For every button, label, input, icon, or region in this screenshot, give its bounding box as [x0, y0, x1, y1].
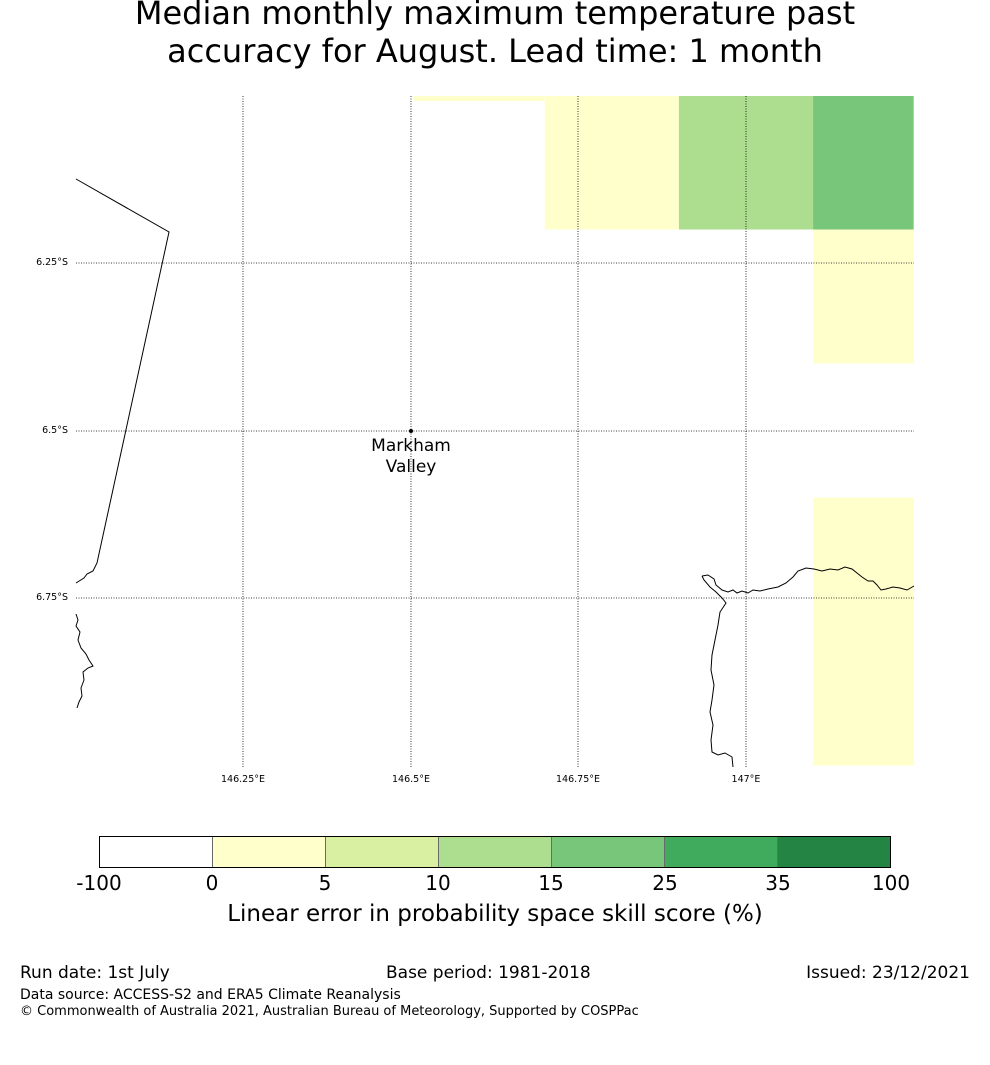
colorbar-tick: 0 [205, 871, 219, 895]
skill-cell [414, 96, 545, 101]
lat-label-6.5: 6.5°S [42, 425, 68, 436]
lon-label-147: 147°E [731, 774, 761, 785]
colorbar-segment [213, 837, 326, 867]
coastlines [75, 178, 915, 768]
lat-label-6.75: 6.75°S [36, 592, 68, 603]
colorbar-segment [778, 837, 890, 867]
colorbar-tick: 5 [318, 871, 332, 895]
colorbar-tick: 25 [652, 871, 678, 895]
run-date: Run date: 1st July [20, 963, 170, 983]
skill-cell [813, 96, 914, 230]
lon-label-146.75: 146.75°E [556, 774, 600, 785]
skill-cell [813, 229, 914, 364]
skill-cell [813, 497, 914, 766]
colorbar-tick: 35 [765, 871, 791, 895]
base-period: Base period: 1981-2018 [386, 963, 591, 983]
lon-label-146.25: 146.25°E [221, 774, 265, 785]
place-label-line-1: Markham [371, 436, 451, 456]
colorbar [99, 836, 891, 868]
issued-date: Issued: 23/12/2021 [806, 963, 970, 983]
chart-title: Median monthly maximum temperature past … [0, 0, 990, 70]
colorbar-tick: 10 [425, 871, 451, 895]
title-line-1: Median monthly maximum temperature past [134, 0, 856, 32]
map-canvas [75, 96, 915, 768]
data-source: Data source: ACCESS-S2 and ERA5 Climate … [20, 987, 401, 1003]
skill-cell [678, 96, 814, 230]
copyright: © Commonwealth of Australia 2021, Austra… [20, 1004, 639, 1019]
colorbar-label: Linear error in probability space skill … [227, 901, 763, 927]
colorbar-tick: 15 [538, 871, 564, 895]
colorbar-segment [326, 837, 439, 867]
lat-label-6.25: 6.25°S [36, 257, 68, 268]
coastline-gulf-west [701, 575, 734, 768]
skill-cell [544, 96, 679, 230]
colorbar-segment [552, 837, 665, 867]
title-line-2: accuracy for August. Lead time: 1 month [167, 32, 823, 70]
colorbar-tick: -100 [76, 871, 122, 895]
colorbar-segment [100, 837, 213, 867]
skill-cells [414, 96, 914, 766]
colorbar-segment [665, 837, 778, 867]
place-label-line-2: Valley [385, 457, 437, 477]
colorbar-tick: 100 [871, 871, 911, 895]
colorbar-segment [439, 837, 552, 867]
coastline-west [75, 178, 170, 584]
coastline-west-lower [75, 613, 94, 709]
coastline-gulf-north [701, 566, 915, 594]
place-marker-markham-valley [409, 429, 413, 433]
place-label-markham-valley: Markham Valley [351, 436, 471, 478]
lon-label-146.5: 146.5°E [392, 774, 430, 785]
